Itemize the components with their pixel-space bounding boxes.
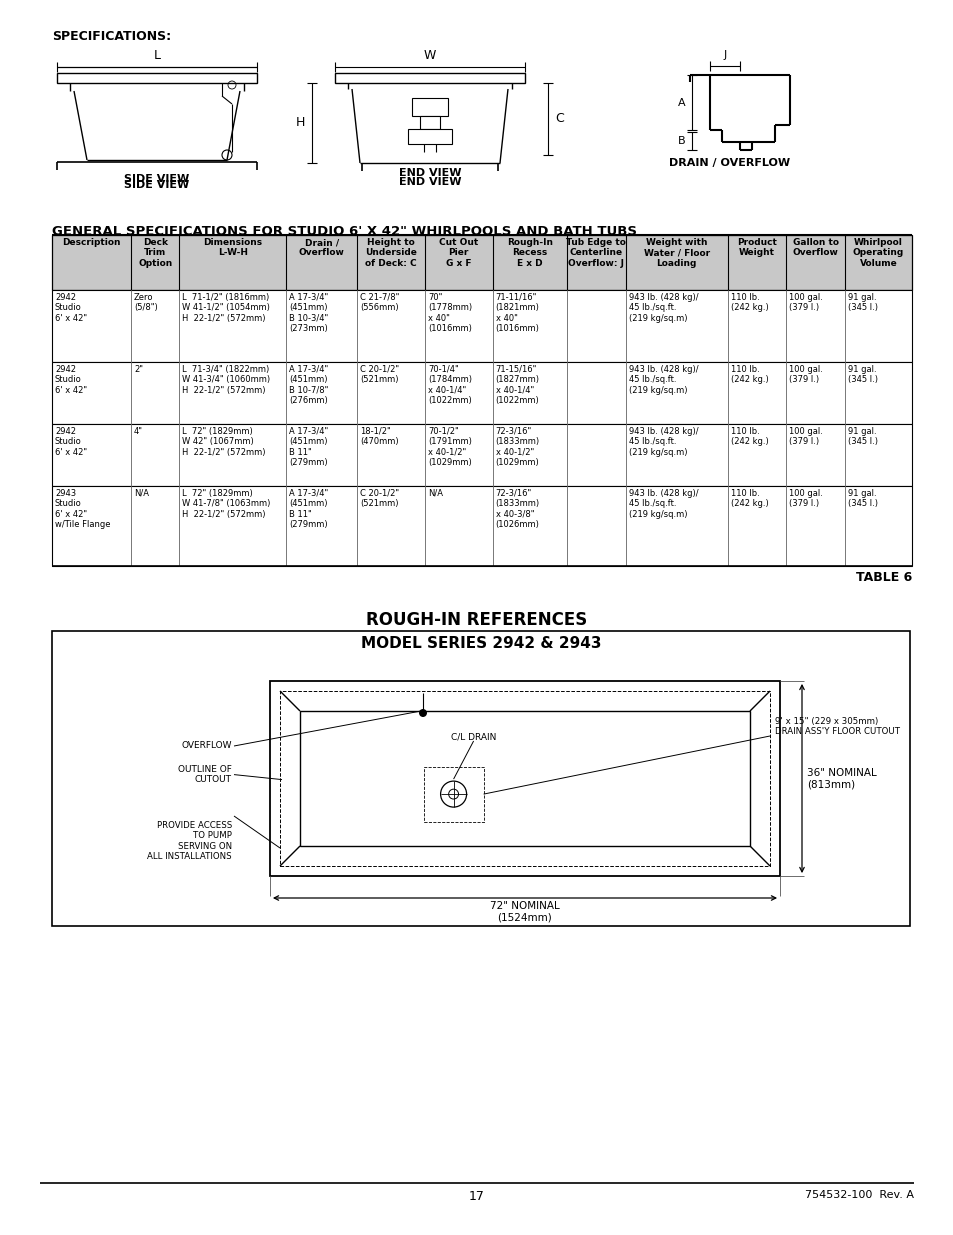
Text: 36" NOMINAL
(813mm): 36" NOMINAL (813mm): [806, 768, 876, 789]
Text: H: H: [295, 116, 305, 130]
Text: 943 lb. (428 kg)/
45 lb./sq.ft.
(219 kg/sq.m): 943 lb. (428 kg)/ 45 lb./sq.ft. (219 kg/…: [628, 366, 698, 395]
Text: J: J: [722, 49, 726, 61]
Bar: [299, 711, 749, 846]
Bar: [57, 73, 256, 83]
Text: 2942
Studio
6' x 42": 2942 Studio 6' x 42": [55, 293, 87, 322]
Circle shape: [418, 709, 427, 718]
Text: 91 gal.
(345 l.): 91 gal. (345 l.): [847, 366, 877, 384]
Text: 18-1/2"
(470mm): 18-1/2" (470mm): [359, 427, 398, 446]
Bar: [280, 692, 769, 866]
Text: 2": 2": [133, 366, 143, 374]
Text: TABLE 6: TABLE 6: [855, 571, 911, 584]
Bar: [270, 680, 780, 876]
Text: 71-15/16"
(1827mm)
x 40-1/4"
(1022mm): 71-15/16" (1827mm) x 40-1/4" (1022mm): [496, 366, 539, 405]
Text: 17: 17: [469, 1191, 484, 1203]
Text: 70"
(1778mm)
x 40"
(1016mm): 70" (1778mm) x 40" (1016mm): [427, 293, 472, 333]
Text: C 20-1/2"
(521mm): C 20-1/2" (521mm): [359, 366, 398, 384]
Text: C 21-7/8"
(556mm): C 21-7/8" (556mm): [359, 293, 399, 312]
Text: Drain /
Overflow: Drain / Overflow: [298, 238, 344, 257]
Text: END VIEW: END VIEW: [398, 168, 460, 178]
Bar: [52, 631, 909, 926]
Text: SPECIFICATIONS:: SPECIFICATIONS:: [52, 30, 171, 43]
Text: 2942
Studio
6' x 42": 2942 Studio 6' x 42": [55, 427, 87, 457]
Text: 100 gal.
(379 l.): 100 gal. (379 l.): [789, 366, 822, 384]
Text: A 17-3/4"
(451mm)
B 11"
(279mm): A 17-3/4" (451mm) B 11" (279mm): [289, 427, 328, 467]
Text: 110 lb.
(242 kg.): 110 lb. (242 kg.): [730, 293, 768, 312]
Bar: [52, 424, 911, 487]
Bar: [52, 290, 911, 362]
Text: L  71-3/4" (1822mm)
W 41-3/4" (1060mm)
H  22-1/2" (572mm): L 71-3/4" (1822mm) W 41-3/4" (1060mm) H …: [182, 366, 271, 395]
Text: 100 gal.
(379 l.): 100 gal. (379 l.): [789, 489, 822, 509]
Text: N/A: N/A: [427, 489, 442, 498]
Text: 110 lb.
(242 kg.): 110 lb. (242 kg.): [730, 489, 768, 509]
Text: 71-11/16"
(1821mm)
x 40"
(1016mm): 71-11/16" (1821mm) x 40" (1016mm): [496, 293, 539, 333]
Text: B: B: [678, 136, 685, 146]
Text: END VIEW: END VIEW: [398, 177, 460, 186]
Text: 72-3/16"
(1833mm)
x 40-1/2"
(1029mm): 72-3/16" (1833mm) x 40-1/2" (1029mm): [496, 427, 539, 467]
Text: 9' x 15" (229 x 305mm)
DRAIN ASS'Y FLOOR CUTOUT: 9' x 15" (229 x 305mm) DRAIN ASS'Y FLOOR…: [774, 716, 899, 736]
Text: 100 gal.
(379 l.): 100 gal. (379 l.): [789, 293, 822, 312]
Text: OVERFLOW: OVERFLOW: [181, 741, 232, 751]
Text: Description: Description: [62, 238, 121, 247]
Text: A: A: [678, 98, 685, 107]
Text: L  72" (1829mm)
W 41-7/8" (1063mm)
H  22-1/2" (572mm): L 72" (1829mm) W 41-7/8" (1063mm) H 22-1…: [182, 489, 271, 519]
Text: L  71-1/2" (1816mm)
W 41-1/2" (1054mm)
H  22-1/2" (572mm): L 71-1/2" (1816mm) W 41-1/2" (1054mm) H …: [182, 293, 270, 322]
Text: 2942
Studio
6' x 42": 2942 Studio 6' x 42": [55, 366, 87, 395]
Bar: [412, 98, 448, 116]
Text: Rough-In
Recess
E x D: Rough-In Recess E x D: [506, 238, 553, 268]
Bar: [52, 362, 911, 424]
Text: 943 lb. (428 kg)/
45 lb./sq.ft.
(219 kg/sq.m): 943 lb. (428 kg)/ 45 lb./sq.ft. (219 kg/…: [628, 293, 698, 322]
Text: Height to
Underside
of Deck: C: Height to Underside of Deck: C: [365, 238, 416, 268]
Text: 4": 4": [133, 427, 143, 436]
Bar: [52, 235, 911, 290]
Text: 91 gal.
(345 l.): 91 gal. (345 l.): [847, 427, 877, 446]
Text: SIDE VIEW: SIDE VIEW: [124, 180, 190, 190]
Text: MODEL SERIES 2942 & 2943: MODEL SERIES 2942 & 2943: [360, 636, 600, 651]
Text: DRAIN / OVERFLOW: DRAIN / OVERFLOW: [668, 158, 789, 168]
Text: Dimensions
L-W-H: Dimensions L-W-H: [203, 238, 262, 257]
Text: L  72" (1829mm)
W 42" (1067mm)
H  22-1/2" (572mm): L 72" (1829mm) W 42" (1067mm) H 22-1/2" …: [182, 427, 266, 457]
Text: OUTLINE OF
CUTOUT: OUTLINE OF CUTOUT: [178, 764, 232, 784]
Text: C/L DRAIN: C/L DRAIN: [451, 732, 496, 741]
Text: L: L: [153, 49, 160, 62]
Text: 943 lb. (428 kg)/
45 lb./sq.ft.
(219 kg/sq.m): 943 lb. (428 kg)/ 45 lb./sq.ft. (219 kg/…: [628, 489, 698, 519]
Text: 72" NOMINAL
(1524mm): 72" NOMINAL (1524mm): [490, 902, 559, 923]
Text: Whirlpool
Operating
Volume: Whirlpool Operating Volume: [852, 238, 903, 268]
Text: Weight with
Water / Floor
Loading: Weight with Water / Floor Loading: [643, 238, 709, 268]
Text: 91 gal.
(345 l.): 91 gal. (345 l.): [847, 293, 877, 312]
Text: A 17-3/4"
(451mm)
B 11"
(279mm): A 17-3/4" (451mm) B 11" (279mm): [289, 489, 328, 530]
Text: 110 lb.
(242 kg.): 110 lb. (242 kg.): [730, 366, 768, 384]
Text: Tub Edge to
Centerline
Overflow: J: Tub Edge to Centerline Overflow: J: [566, 238, 625, 268]
Text: Cut Out
Pier
G x F: Cut Out Pier G x F: [438, 238, 477, 268]
Text: W: W: [423, 49, 436, 62]
Bar: [419, 116, 439, 128]
Bar: [423, 767, 483, 821]
Bar: [52, 487, 911, 566]
Text: A 17-3/4"
(451mm)
B 10-3/4"
(273mm): A 17-3/4" (451mm) B 10-3/4" (273mm): [289, 293, 328, 333]
Text: SIDE VIEW: SIDE VIEW: [124, 174, 190, 184]
Text: 754532-100  Rev. A: 754532-100 Rev. A: [804, 1191, 913, 1200]
Text: 72-3/16"
(1833mm)
x 40-3/8"
(1026mm): 72-3/16" (1833mm) x 40-3/8" (1026mm): [496, 489, 539, 530]
Bar: [408, 128, 452, 144]
Text: 70-1/4"
(1784mm)
x 40-1/4"
(1022mm): 70-1/4" (1784mm) x 40-1/4" (1022mm): [427, 366, 472, 405]
Text: GENERAL SPECIFICATIONS FOR STUDIO 6' X 42" WHIRLPOOLS AND BATH TUBS: GENERAL SPECIFICATIONS FOR STUDIO 6' X 4…: [52, 225, 637, 238]
Text: Product
Weight: Product Weight: [737, 238, 777, 257]
Text: C: C: [555, 112, 563, 126]
Text: N/A: N/A: [133, 489, 149, 498]
Text: 943 lb. (428 kg)/
45 lb./sq.ft.
(219 kg/sq.m): 943 lb. (428 kg)/ 45 lb./sq.ft. (219 kg/…: [628, 427, 698, 457]
Text: Deck
Trim
Option: Deck Trim Option: [138, 238, 172, 268]
Text: 2943
Studio
6' x 42"
w/Tile Flange: 2943 Studio 6' x 42" w/Tile Flange: [55, 489, 111, 530]
Text: 110 lb.
(242 kg.): 110 lb. (242 kg.): [730, 427, 768, 446]
Text: 100 gal.
(379 l.): 100 gal. (379 l.): [789, 427, 822, 446]
Text: 91 gal.
(345 l.): 91 gal. (345 l.): [847, 489, 877, 509]
Text: A 17-3/4"
(451mm)
B 10-7/8"
(276mm): A 17-3/4" (451mm) B 10-7/8" (276mm): [289, 366, 329, 405]
Text: Zero
(5/8"): Zero (5/8"): [133, 293, 157, 312]
Text: PROVIDE ACCESS
TO PUMP
SERVING ON
ALL INSTALLATIONS: PROVIDE ACCESS TO PUMP SERVING ON ALL IN…: [147, 821, 232, 861]
Text: C 20-1/2"
(521mm): C 20-1/2" (521mm): [359, 489, 398, 509]
Text: 70-1/2"
(1791mm)
x 40-1/2"
(1029mm): 70-1/2" (1791mm) x 40-1/2" (1029mm): [427, 427, 471, 467]
Text: Gallon to
Overflow: Gallon to Overflow: [792, 238, 838, 257]
Text: ROUGH-IN REFERENCES: ROUGH-IN REFERENCES: [366, 611, 587, 629]
Bar: [335, 73, 524, 83]
